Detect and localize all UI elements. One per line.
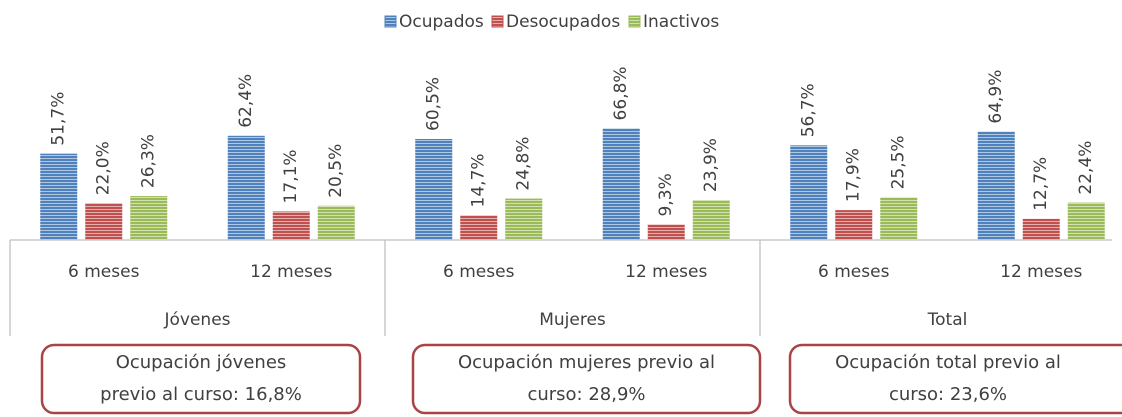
annotation-box xyxy=(411,343,762,415)
data-label: 14,7% xyxy=(469,153,489,207)
bar xyxy=(40,153,78,240)
data-label: 66,8% xyxy=(611,66,631,120)
annotation-text: curso: 23,6% xyxy=(889,384,1007,405)
bar xyxy=(647,224,685,240)
group-label: Total xyxy=(927,310,968,330)
bar xyxy=(692,200,730,240)
annotation-text: curso: 28,9% xyxy=(527,384,645,405)
annotation-text: previo al curso: 16,8% xyxy=(100,384,302,405)
data-label: 23,9% xyxy=(701,138,721,192)
annotation-text: Ocupación total previo al xyxy=(835,352,1061,373)
bar xyxy=(1067,202,1105,240)
annotation-box xyxy=(40,343,362,415)
annotation-box xyxy=(788,343,1122,415)
data-label: 17,1% xyxy=(281,149,301,203)
bar xyxy=(602,128,640,240)
annotation-text: Ocupación mujeres previo al xyxy=(458,352,715,373)
data-label: 22,0% xyxy=(94,141,114,195)
bar xyxy=(505,198,543,240)
bar xyxy=(1022,218,1060,240)
bar xyxy=(85,203,123,240)
category-label: 12 meses xyxy=(625,262,707,282)
bar xyxy=(317,205,355,240)
data-label: 51,7% xyxy=(49,92,69,146)
data-label: 60,5% xyxy=(424,77,444,131)
bar xyxy=(835,210,873,240)
legend-swatch xyxy=(384,15,397,28)
bar xyxy=(977,131,1015,240)
data-label: 25,5% xyxy=(889,135,909,189)
bar xyxy=(790,145,828,240)
data-label: 17,9% xyxy=(844,148,864,202)
category-label: 6 meses xyxy=(818,262,890,282)
data-label: 20,5% xyxy=(326,144,346,198)
category-label: 12 meses xyxy=(250,262,332,282)
group-label: Mujeres xyxy=(539,310,606,330)
bar xyxy=(227,135,265,240)
legend-label: Ocupados xyxy=(399,12,484,32)
bar xyxy=(272,211,310,240)
data-label: 62,4% xyxy=(236,74,256,128)
category-label: 6 meses xyxy=(68,262,140,282)
legend-swatch xyxy=(491,15,504,28)
legend-label: Inactivos xyxy=(643,12,719,32)
legend-swatch xyxy=(628,15,641,28)
annotation-text: Ocupación jóvenes xyxy=(116,352,287,373)
legend-label: Desocupados xyxy=(506,12,620,32)
bar xyxy=(415,138,453,240)
data-label: 9,3% xyxy=(656,173,676,216)
group-label: Jóvenes xyxy=(163,310,230,330)
data-label: 26,3% xyxy=(139,134,159,188)
data-label: 12,7% xyxy=(1031,157,1051,211)
bar xyxy=(130,196,168,240)
category-label: 12 meses xyxy=(1000,262,1082,282)
data-label: 24,8% xyxy=(514,137,534,191)
bar xyxy=(880,197,918,240)
bar xyxy=(460,215,498,240)
data-label: 56,7% xyxy=(799,83,819,137)
data-label: 64,9% xyxy=(986,70,1006,124)
data-label: 22,4% xyxy=(1076,141,1096,195)
category-label: 6 meses xyxy=(443,262,515,282)
